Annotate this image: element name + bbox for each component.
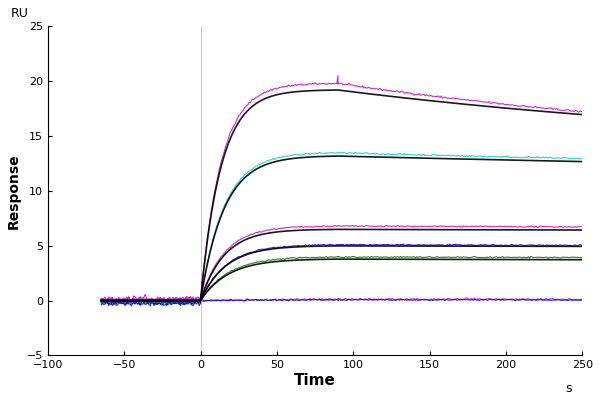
Y-axis label: Response: Response (7, 153, 21, 228)
X-axis label: Time: Time (294, 373, 336, 388)
Text: RU: RU (10, 6, 28, 20)
Text: s: s (565, 382, 572, 395)
